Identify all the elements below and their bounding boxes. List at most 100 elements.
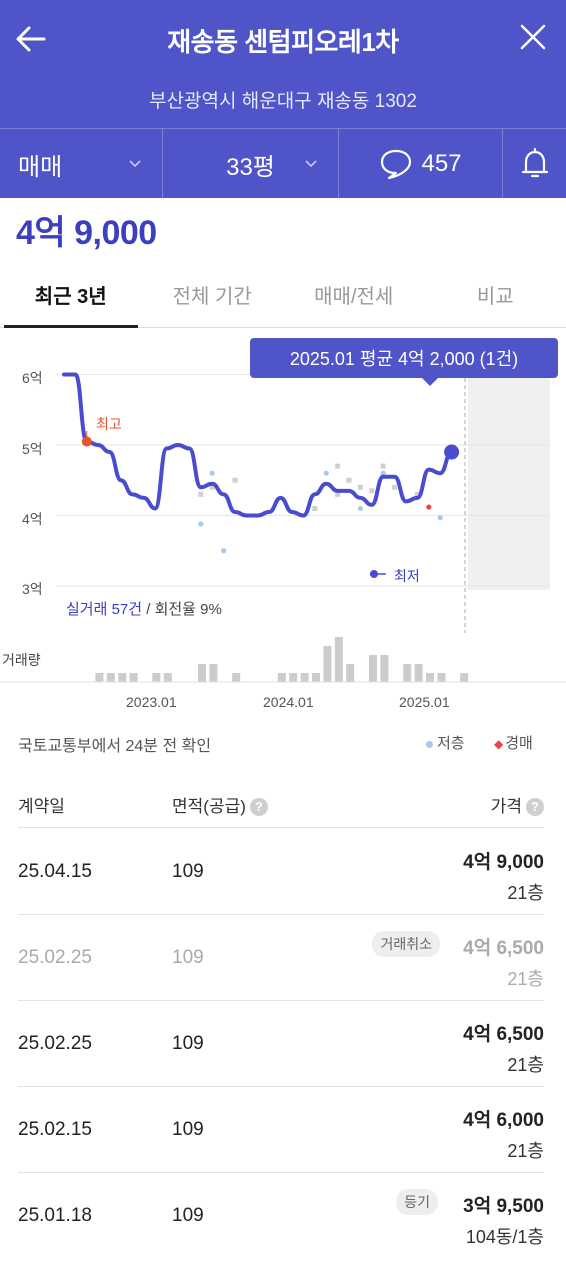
trade-stats: 실거래 57건 / 회전율 9% [66,598,222,619]
y-tick-label: 6억 [22,370,43,386]
price: 4억 6,000 [463,1110,544,1131]
high-label: 최고 [96,416,122,432]
comments-button[interactable]: 457 [339,129,503,199]
current-point [444,444,460,460]
page-title: 재송동 센텀피오레1차 [167,27,399,57]
header-price-label: 가격 [490,797,522,816]
trade-point [198,491,204,497]
floor: 21층 [507,883,544,903]
chevron-down-icon [305,160,317,168]
filter-bar: 매매 33평 457 [0,128,566,199]
low-floor-point [221,548,227,554]
volume-bar [198,664,206,682]
volume-bar [95,673,104,682]
close-icon[interactable] [518,22,548,52]
volume-bar [300,673,309,682]
floor: 21층 [507,1141,544,1161]
notification-button[interactable] [503,129,566,199]
chevron-down-icon [129,160,141,168]
trade-count: 실거래 57건 [66,601,143,618]
area: 109 [172,1033,204,1054]
trade-point [335,463,341,469]
tab-recent-3-years[interactable]: 최근 3년 [0,262,142,328]
table-header: 계약일 면적(공급)? 가격? [18,778,544,828]
y-tick-label: 3억 [22,581,43,597]
volume-label: 거래량 [2,652,41,668]
trade-point [357,484,363,490]
help-icon[interactable]: ? [249,798,268,816]
bell-icon [521,148,548,178]
table-row[interactable]: 25.02.25 109 거래취소 4억 6,500 21층 [18,915,544,1001]
x-tick-label: 2023.01 [126,694,177,710]
price: 3억 9,500 [463,1196,544,1217]
floor: 21층 [507,969,544,989]
chart-tooltip: 2025.01 평균 4억 2,000 (1건) [250,338,558,386]
volume-bar [403,664,412,682]
volume-bar [152,673,161,682]
header-price: 가격? [491,792,544,817]
low-floor-point [357,505,363,512]
volume-bar [334,637,343,682]
volume-bar [163,673,172,682]
price-line [62,372,454,518]
low-marker-dot [370,570,378,578]
volume-bar [460,673,469,682]
x-tick-label: 2025.01 [399,694,450,710]
area: 109 [172,947,204,968]
tab-sale-lease[interactable]: 매매/전세 [314,286,394,308]
y-tick-label: 4억 [22,511,43,527]
cancelled-badge: 거래취소 [372,931,440,957]
low-floor-point [209,470,215,476]
size-label: 33평 [226,153,275,181]
trade-point [380,463,386,469]
low-floor-point [380,470,386,476]
price: 4억 6,500 [463,1024,544,1045]
diamond-icon: ◆ [494,737,504,751]
legend-low-floor: 저층 [426,732,465,753]
header-area: 면적(공급)? [172,792,268,817]
trade-point [232,477,238,483]
current-price: 4억 9,000 [16,214,157,252]
volume-bar [380,655,389,682]
table-row[interactable]: 25.01.18 109 등기 3억 9,500 104동/1층 [18,1173,544,1259]
volume-bar [323,646,332,682]
contract-date: 25.01.18 [18,1205,92,1226]
volume-bar [129,673,138,682]
high-point [81,436,92,447]
volume-bar [209,664,218,682]
trade-type-label: 매매 [18,153,63,181]
contract-date: 25.04.15 [18,861,92,882]
turnover-rate: / 회전율 9% [142,601,222,618]
data-source: 국토교통부에서 24분 전 확인 [18,738,212,755]
volume-bar [369,655,377,682]
address: 부산광역시 해운대구 재송동 1302 [149,91,417,112]
volume-bar [277,673,286,682]
table-row[interactable]: 25.02.15 109 4억 6,000 21층 [18,1087,544,1173]
floor: 21층 [507,1055,544,1075]
size-dropdown[interactable]: 33평 [163,129,339,199]
auction-point [426,504,432,510]
volume-bar [437,673,446,682]
table-row[interactable]: 25.02.25 109 4억 6,500 21층 [18,1001,544,1087]
floor: 104동/1층 [465,1227,544,1247]
legend-low-floor-label: 저층 [437,735,465,752]
trade-point [346,477,352,483]
trade-point [369,488,375,494]
legend-auction-label: 경매 [505,735,533,752]
price-chart[interactable]: 2025.01 평균 4억 2,000 (1건) 6억 5억 4억 3억 최고 … [0,328,566,720]
low-label: 최저 [394,568,420,584]
volume-bar [232,673,241,682]
area: 109 [172,1205,204,1226]
tab-all-periods[interactable]: 전체 기간 [172,286,252,308]
back-arrow-icon[interactable] [14,22,48,56]
volume-bar [426,673,434,682]
table-row[interactable]: 25.04.15 109 4억 9,000 21층 [18,829,544,915]
dot-icon [426,740,433,748]
area: 109 [172,1119,204,1140]
help-icon[interactable]: ? [526,798,544,816]
comment-count: 457 [421,150,462,177]
tab-compare[interactable]: 비교 [476,286,514,308]
trade-type-dropdown[interactable]: 매매 [0,129,163,199]
period-tabs: 최근 3년 전체 기간 매매/전세 비교 [0,262,566,328]
low-floor-point [437,515,443,521]
